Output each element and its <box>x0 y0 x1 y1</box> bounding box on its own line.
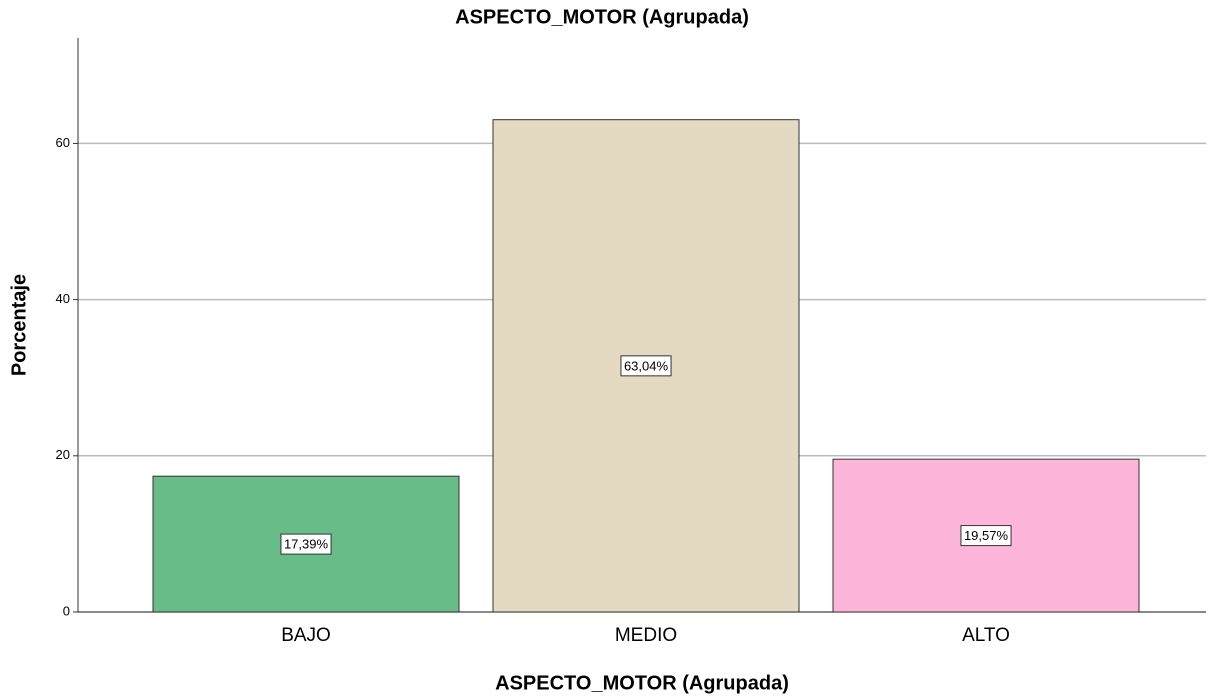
value-label: 19,57% <box>964 528 1009 543</box>
y-tick-label: 0 <box>63 603 70 618</box>
value-label: 63,04% <box>624 358 669 373</box>
x-tick-label: BAJO <box>281 625 331 646</box>
value-label-box <box>620 355 672 377</box>
x-axis-label: ASPECTO_MOTOR (Agrupada) <box>495 672 789 694</box>
value-label: 17,39% <box>284 537 329 552</box>
chart-title: ASPECTO_MOTOR (Agrupada) <box>455 6 749 28</box>
value-label-box <box>280 533 332 555</box>
y-tick-label: 20 <box>56 447 70 462</box>
x-tick-label: ALTO <box>962 625 1010 646</box>
y-tick-label: 60 <box>56 135 70 150</box>
y-axis-label: Porcentaje <box>8 274 30 376</box>
x-tick-label: MEDIO <box>615 625 677 646</box>
value-label-box <box>960 525 1012 547</box>
y-tick-label: 40 <box>56 291 70 306</box>
